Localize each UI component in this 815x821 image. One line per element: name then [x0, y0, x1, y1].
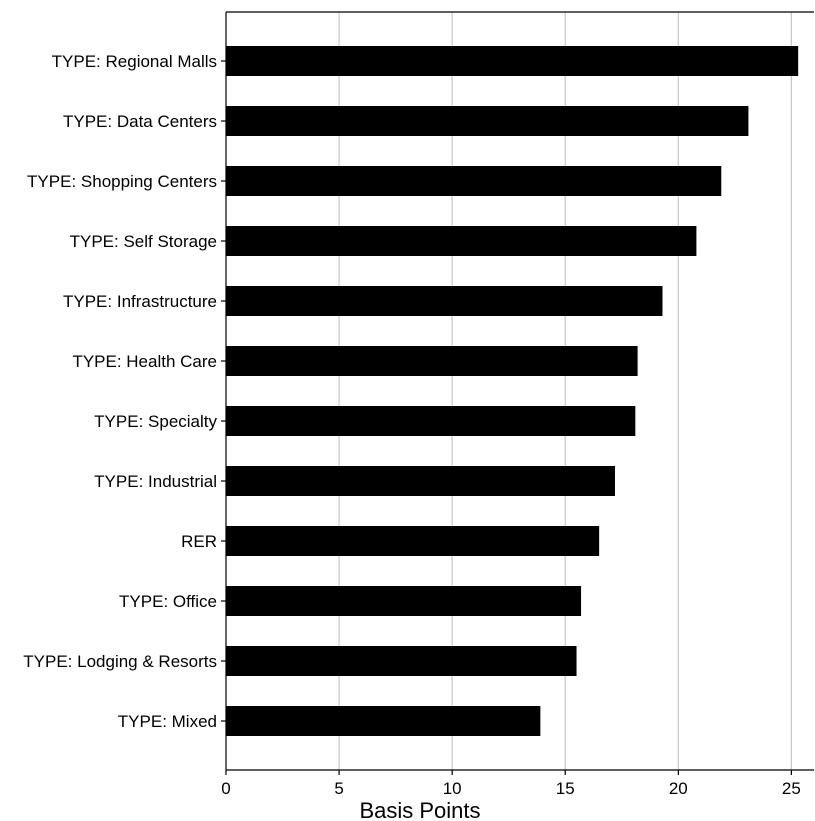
bar: [226, 226, 697, 256]
gridlines: [338, 12, 792, 770]
bar: [226, 346, 638, 376]
bar: [226, 106, 749, 136]
category-label: TYPE: Industrial: [94, 472, 217, 491]
category-label: TYPE: Lodging & Resorts: [23, 652, 217, 671]
category-label: TYPE: Health Care: [72, 352, 217, 371]
bar: [226, 526, 600, 556]
bars: [226, 46, 799, 736]
bar: [226, 166, 722, 196]
x-tick-label: 0: [221, 779, 230, 798]
x-tick-label: 5: [334, 779, 343, 798]
category-label: TYPE: Data Centers: [63, 112, 217, 131]
bar: [226, 46, 799, 76]
x-ticks: 0 5 10 15 20 25: [221, 770, 801, 798]
bar: [226, 286, 663, 316]
category-label: RER: [181, 532, 217, 551]
category-label: TYPE: Infrastructure: [63, 292, 217, 311]
x-tick-label: 25: [782, 779, 801, 798]
x-tick-label: 10: [443, 779, 462, 798]
x-tick-label: 15: [556, 779, 575, 798]
category-labels: TYPE: Regional Malls TYPE: Data Centers TY…: [23, 52, 226, 731]
bar: [226, 466, 615, 496]
category-label: TYPE: Office: [119, 592, 217, 611]
category-label: TYPE: Specialty: [94, 412, 217, 431]
bar: [226, 406, 636, 436]
category-label: TYPE: Mixed: [118, 712, 217, 731]
x-axis-title: Basis Points: [359, 798, 480, 821]
bar: [226, 586, 582, 616]
x-tick-label: 20: [669, 779, 688, 798]
category-label: TYPE: Regional Malls: [52, 52, 217, 71]
category-label: TYPE: Self Storage: [70, 232, 217, 251]
category-label: TYPE: Shopping Centers: [27, 172, 217, 191]
bar: [226, 646, 577, 676]
bar: [226, 706, 541, 736]
